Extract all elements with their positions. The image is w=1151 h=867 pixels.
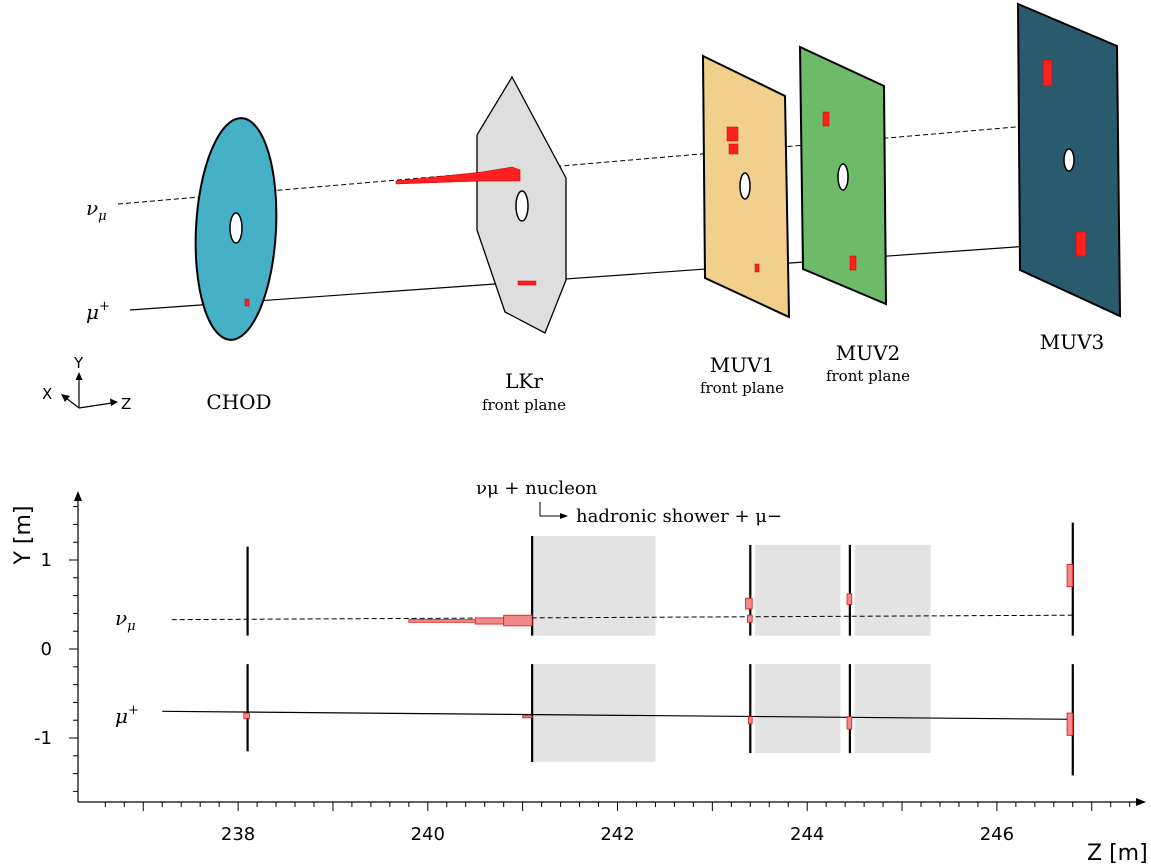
hit-4: [522, 715, 533, 719]
x-tick-label: 244: [790, 824, 824, 845]
shaded-region-1: [532, 664, 656, 763]
x-ticks: 238 240 242 244 246: [104, 802, 1131, 845]
mu-plus-track-3d: [129, 241, 1086, 311]
muv3-beam-hole: [1063, 148, 1075, 172]
mu-plus-label-3d: μ+: [86, 299, 110, 324]
lkr-sublabel: front plane: [482, 396, 566, 414]
hit-8: [846, 593, 853, 605]
bottom-plot: 238 240 242 244 246 -1 0 1 Z [m] Y [m] νμ μ+ ν…: [11, 478, 1148, 866]
annotation-line-2: hadronic shower + μ−: [576, 506, 782, 527]
top-3d-view: νμ μ+ CHOD LKr front plane MUV1 front pl…: [42, 2, 1122, 414]
nu-mu-label-plot: νμ: [115, 606, 136, 634]
lkr-muon-hit: [517, 280, 537, 286]
muv2-beam-hole: [837, 163, 849, 191]
nu-mu-track-plot: [171, 614, 1073, 621]
y-axis-title: Y [m]: [11, 505, 36, 565]
x-tick-label: 238: [221, 824, 255, 845]
muv2-hit-1: [822, 111, 830, 127]
hit-7: [747, 716, 753, 725]
hit-0: [243, 712, 250, 719]
shaded-regions: [532, 535, 931, 763]
shaded-region-3: [755, 664, 841, 754]
plot-tracks: [162, 614, 1073, 720]
x-axis-title: Z [m]: [1087, 841, 1148, 866]
lkr-detector: [395, 75, 567, 334]
annotation-arrow: [539, 502, 562, 517]
nu-mu-label-3d: νμ: [86, 196, 107, 224]
y-axis-arrow: [74, 491, 82, 501]
muv3-label: MUV3: [1040, 330, 1105, 354]
muv1-hit-3: [754, 263, 760, 273]
axis-x-label: X: [42, 385, 52, 403]
annotation-line-1: νμ + nucleon: [476, 478, 598, 499]
hit-5: [745, 597, 753, 610]
x-tick-label: 246: [980, 824, 1014, 845]
hit-6: [747, 614, 753, 623]
axis-z-label: Z: [121, 395, 131, 413]
mu-plus-track-plot: [162, 710, 1073, 720]
x-tick-label: 240: [411, 824, 445, 845]
lkr-shower-hits: [395, 166, 521, 185]
y-tick-label: 1: [41, 550, 52, 571]
lkr-beam-hole: [515, 190, 529, 222]
muv1-beam-hole: [739, 172, 751, 200]
shaded-region-4: [854, 544, 931, 636]
axis-y-label: Y: [73, 354, 84, 372]
y-tick-label: -1: [34, 728, 52, 749]
chod-hit: [244, 298, 250, 307]
shaded-region-2: [755, 544, 841, 636]
muv3-detector: [1016, 2, 1122, 318]
y-tick-label: 0: [41, 639, 52, 660]
muv1-detector: [701, 54, 791, 319]
y-ticks: -1 0 1: [34, 506, 78, 792]
orientation-axes: Y X Z: [42, 354, 131, 413]
mu-plus-label-plot: μ+: [115, 703, 139, 728]
muv2-sublabel: front plane: [826, 367, 910, 385]
muv2-label: MUV2: [836, 341, 901, 365]
x-tick-label: 242: [600, 824, 634, 845]
chod-detector: [194, 117, 278, 341]
muv2-hit-2: [849, 255, 857, 271]
muv1-hit-2: [728, 143, 739, 155]
muv3-hit-1: [1042, 59, 1053, 87]
hit-3: [503, 614, 533, 627]
x-axis-arrow: [1136, 798, 1146, 806]
chod-beam-hole: [229, 212, 243, 244]
muv3-hit-2: [1075, 231, 1087, 257]
lkr-label: LKr: [505, 369, 543, 393]
muv1-sublabel: front plane: [700, 379, 784, 397]
shaded-region-5: [854, 664, 931, 754]
detector-planes: [246, 522, 1074, 776]
nu-mu-track-3d: [117, 122, 1063, 205]
muv1-hit-1: [726, 126, 739, 142]
hit-9: [846, 716, 853, 730]
hit-10: [1066, 564, 1074, 588]
interaction-annotation: νμ + nucleon hadronic shower + μ−: [476, 478, 782, 527]
hit-11: [1066, 712, 1074, 736]
shaded-region-0: [532, 535, 656, 636]
plot-hits: [243, 564, 1074, 736]
chod-label: CHOD: [206, 390, 271, 414]
muv1-label: MUV1: [710, 353, 775, 377]
muv2-detector: [798, 45, 888, 306]
